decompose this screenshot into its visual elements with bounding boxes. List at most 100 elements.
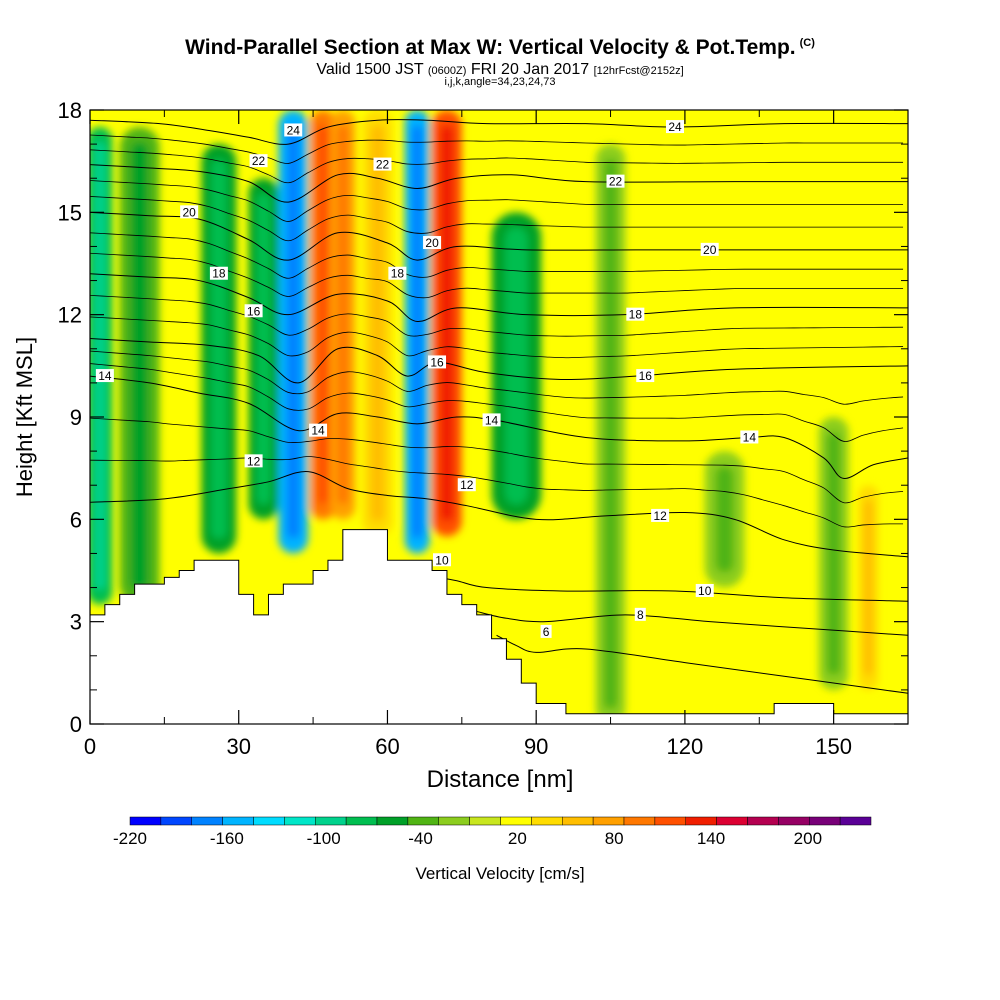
contour-label-text: 18 bbox=[391, 267, 405, 281]
contour-label-text: 20 bbox=[182, 205, 196, 219]
velocity-core-2 bbox=[211, 159, 227, 539]
colorbar-swatch bbox=[469, 816, 501, 826]
contour-label: 14 bbox=[482, 413, 501, 427]
theta-contour-24 bbox=[90, 119, 908, 145]
y-axis-label: Height [Kft MSL] bbox=[12, 336, 37, 498]
velocity-core-11 bbox=[603, 159, 618, 710]
x-tick-label: 0 bbox=[84, 734, 96, 759]
contour-label-text: 12 bbox=[653, 509, 667, 523]
colorbar-swatch bbox=[623, 816, 656, 826]
colorbar-tick-label: -160 bbox=[210, 829, 244, 848]
contour-label: 12 bbox=[244, 454, 263, 468]
chart-subtitle: Valid 1500 JST (0600Z) FRI 20 Jan 2017 [… bbox=[0, 61, 1000, 79]
contour-label: 18 bbox=[626, 307, 645, 322]
velocity-core-0 bbox=[94, 142, 106, 590]
colorbar-swatch bbox=[839, 816, 872, 826]
colorbar-swatch bbox=[685, 816, 717, 826]
colorbar-swatch bbox=[592, 816, 625, 826]
theta-contour-minor bbox=[90, 350, 904, 405]
theta-contour-minor bbox=[90, 417, 904, 504]
velocity-core-3 bbox=[256, 193, 271, 505]
colorbar: -220 -160 -100 -40 20 80 140 200 bbox=[113, 816, 872, 848]
colorbar-swatch bbox=[284, 816, 316, 826]
x-axis-label: Distance [nm] bbox=[426, 766, 574, 793]
contour-label-text: 8 bbox=[637, 608, 644, 622]
colorbar-label: Vertical Velocity [cm/s] bbox=[415, 864, 585, 883]
contour-label: 12 bbox=[651, 508, 670, 523]
theta-contour-minor bbox=[90, 232, 904, 279]
colorbar-swatch bbox=[809, 816, 841, 826]
contour-label-text: 20 bbox=[425, 236, 439, 250]
contour-label-text: 12 bbox=[460, 478, 474, 492]
contour-label: 22 bbox=[249, 154, 268, 168]
colorbar-swatch bbox=[778, 816, 810, 826]
contour-label-text: 18 bbox=[629, 308, 643, 322]
theta-contour-minor bbox=[90, 196, 904, 242]
contour-label: 10 bbox=[432, 553, 451, 567]
colorbar-tick-label: 20 bbox=[508, 829, 527, 848]
contour-label: 16 bbox=[428, 355, 447, 369]
theta-contour-minor bbox=[90, 149, 904, 184]
contour-label-text: 16 bbox=[639, 369, 653, 383]
contour-label: 24 bbox=[284, 123, 303, 137]
y-tick-label: 9 bbox=[70, 405, 82, 430]
contour-label: 16 bbox=[244, 304, 263, 318]
colorbar-swatch bbox=[191, 816, 223, 826]
theta-contour-18 bbox=[90, 273, 908, 322]
colorbar-swatch bbox=[315, 816, 347, 826]
contour-label-text: 10 bbox=[435, 553, 449, 567]
y-tick-label: 3 bbox=[70, 610, 82, 635]
y-tick-label: 6 bbox=[70, 507, 82, 532]
velocity-core-1 bbox=[130, 142, 149, 590]
colorbar-tick-label: 200 bbox=[794, 829, 822, 848]
contour-label-text: 24 bbox=[287, 123, 301, 137]
y-tick-label: 15 bbox=[58, 200, 82, 225]
contour-label-text: 16 bbox=[430, 355, 444, 369]
theta-contour-minor bbox=[90, 180, 904, 222]
velocity-core-8 bbox=[411, 125, 423, 539]
axes: 0 30 60 90 120 150 0 3 6 9 12 15 18 bbox=[58, 98, 909, 759]
contour-label: 14 bbox=[740, 430, 759, 444]
theta-contour-6 bbox=[496, 634, 908, 694]
contour-label: 20 bbox=[423, 236, 442, 250]
velocity-core-9 bbox=[440, 125, 454, 522]
colorbar-swatch bbox=[531, 816, 563, 826]
velocity-core-6 bbox=[337, 125, 349, 505]
colorbar-tick-label: -220 bbox=[113, 829, 147, 848]
contour-label-text: 22 bbox=[252, 154, 266, 168]
velocity-core-12 bbox=[715, 466, 734, 573]
colorbar-swatch bbox=[160, 816, 192, 826]
y-tick-label: 18 bbox=[58, 98, 82, 123]
colorbar-tick-label: 140 bbox=[697, 829, 725, 848]
contour-label-text: 14 bbox=[743, 430, 757, 444]
colorbar-swatch bbox=[716, 816, 748, 826]
y-tick-label: 12 bbox=[58, 303, 82, 328]
contour-label: 18 bbox=[209, 266, 228, 281]
colorbar-swatch bbox=[345, 816, 378, 826]
contour-label-text: 16 bbox=[247, 304, 261, 318]
copyright-mark: (C) bbox=[799, 37, 815, 49]
contour-label-text: 14 bbox=[98, 369, 112, 383]
colorbar-tick-label: -40 bbox=[408, 829, 433, 848]
contour-label: 22 bbox=[373, 157, 392, 172]
colorbar-tick-label: -100 bbox=[307, 829, 341, 848]
x-tick-label: 90 bbox=[524, 734, 548, 759]
colorbar-swatch bbox=[562, 816, 594, 826]
contour-label: 14 bbox=[95, 369, 114, 383]
theta-contour-minor bbox=[90, 134, 904, 164]
contour-label: 14 bbox=[309, 423, 328, 438]
x-tick-label: 60 bbox=[375, 734, 399, 759]
colorbar-swatch bbox=[654, 816, 686, 826]
contour-label-text: 14 bbox=[485, 413, 499, 427]
colorbar-tick-label: 80 bbox=[605, 829, 624, 848]
colorbar-swatch bbox=[500, 816, 532, 826]
y-tick-label: 0 bbox=[70, 712, 82, 737]
theta-contour-10 bbox=[436, 576, 908, 602]
theta-contour-minor bbox=[90, 294, 904, 337]
contour-label: 10 bbox=[695, 583, 714, 598]
contour-label: 18 bbox=[388, 266, 407, 281]
x-tick-label: 30 bbox=[226, 734, 250, 759]
grid-indices: i,j,k,angle=34,23,24,73 bbox=[444, 76, 556, 88]
terrain bbox=[89, 529, 909, 725]
velocity-core-10 bbox=[505, 227, 528, 505]
